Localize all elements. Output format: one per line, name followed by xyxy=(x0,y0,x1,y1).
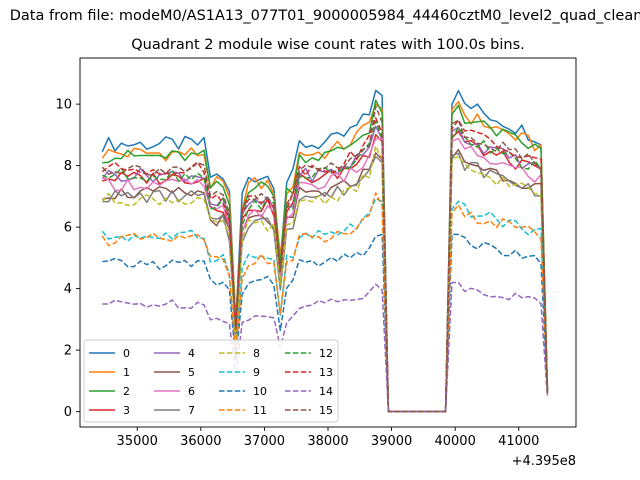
x-offset-label: +4.395e8 xyxy=(512,454,576,469)
legend-label-1: 1 xyxy=(123,366,130,379)
series-line-1 xyxy=(101,100,549,413)
x-tick-label: 38000 xyxy=(307,434,348,449)
legend-label-7: 7 xyxy=(188,404,195,417)
x-tick-label: 36000 xyxy=(180,434,221,449)
series-line-13 xyxy=(101,117,549,413)
legend-box xyxy=(83,339,339,423)
y-tick-label: 8 xyxy=(64,159,72,174)
series-line-5 xyxy=(102,148,549,413)
legend-label-14: 14 xyxy=(319,385,333,398)
series-line-10 xyxy=(102,233,549,413)
legend-label-9: 9 xyxy=(253,366,260,379)
series-line-0 xyxy=(101,89,549,413)
y-tick-label: 2 xyxy=(64,344,72,359)
x-tick-label: 41000 xyxy=(498,434,539,449)
y-tick-label: 4 xyxy=(64,282,72,297)
legend-label-8: 8 xyxy=(253,347,260,360)
legend-label-11: 11 xyxy=(253,404,267,417)
legend-label-2: 2 xyxy=(123,385,130,398)
series-line-3 xyxy=(102,130,549,413)
legend-label-12: 12 xyxy=(319,347,333,360)
series-line-9 xyxy=(101,197,549,413)
legend-label-0: 0 xyxy=(123,347,130,360)
legend-label-13: 13 xyxy=(319,366,333,379)
x-tick-label: 39000 xyxy=(371,434,412,449)
series-line-12 xyxy=(101,120,549,413)
series-line-7 xyxy=(102,152,549,413)
series-line-11 xyxy=(101,192,549,413)
plot-frame xyxy=(79,57,577,428)
y-axis-ticks: 0 2 4 6 8 10 xyxy=(55,98,80,420)
y-tick-label: 6 xyxy=(64,221,72,236)
x-tick-label: 35000 xyxy=(117,434,158,449)
x-axis-ticks: 35000 36000 37000 38000 39000 40000 41000 xyxy=(117,427,539,449)
legend-label-15: 15 xyxy=(319,404,333,417)
legend-label-3: 3 xyxy=(123,404,130,417)
x-tick-label: 40000 xyxy=(434,434,475,449)
series-line-2 xyxy=(102,99,549,413)
series-layer xyxy=(101,89,549,413)
series-line-14 xyxy=(102,281,549,413)
x-tick-label: 37000 xyxy=(244,434,285,449)
figure-suptitle: Data from file: modeM0/AS1A13_077T01_900… xyxy=(10,8,640,24)
legend-label-5: 5 xyxy=(188,366,195,379)
series-line-6 xyxy=(102,137,549,413)
legend-label-4: 4 xyxy=(188,347,195,360)
series-line-8 xyxy=(101,145,549,413)
y-tick-label: 10 xyxy=(55,98,72,113)
y-tick-label: 0 xyxy=(64,405,72,420)
chart-title: Quadrant 2 module wise count rates with … xyxy=(131,37,525,53)
legend-label-10: 10 xyxy=(253,385,267,398)
legend-label-6: 6 xyxy=(188,385,195,398)
series-line-15 xyxy=(101,105,549,413)
